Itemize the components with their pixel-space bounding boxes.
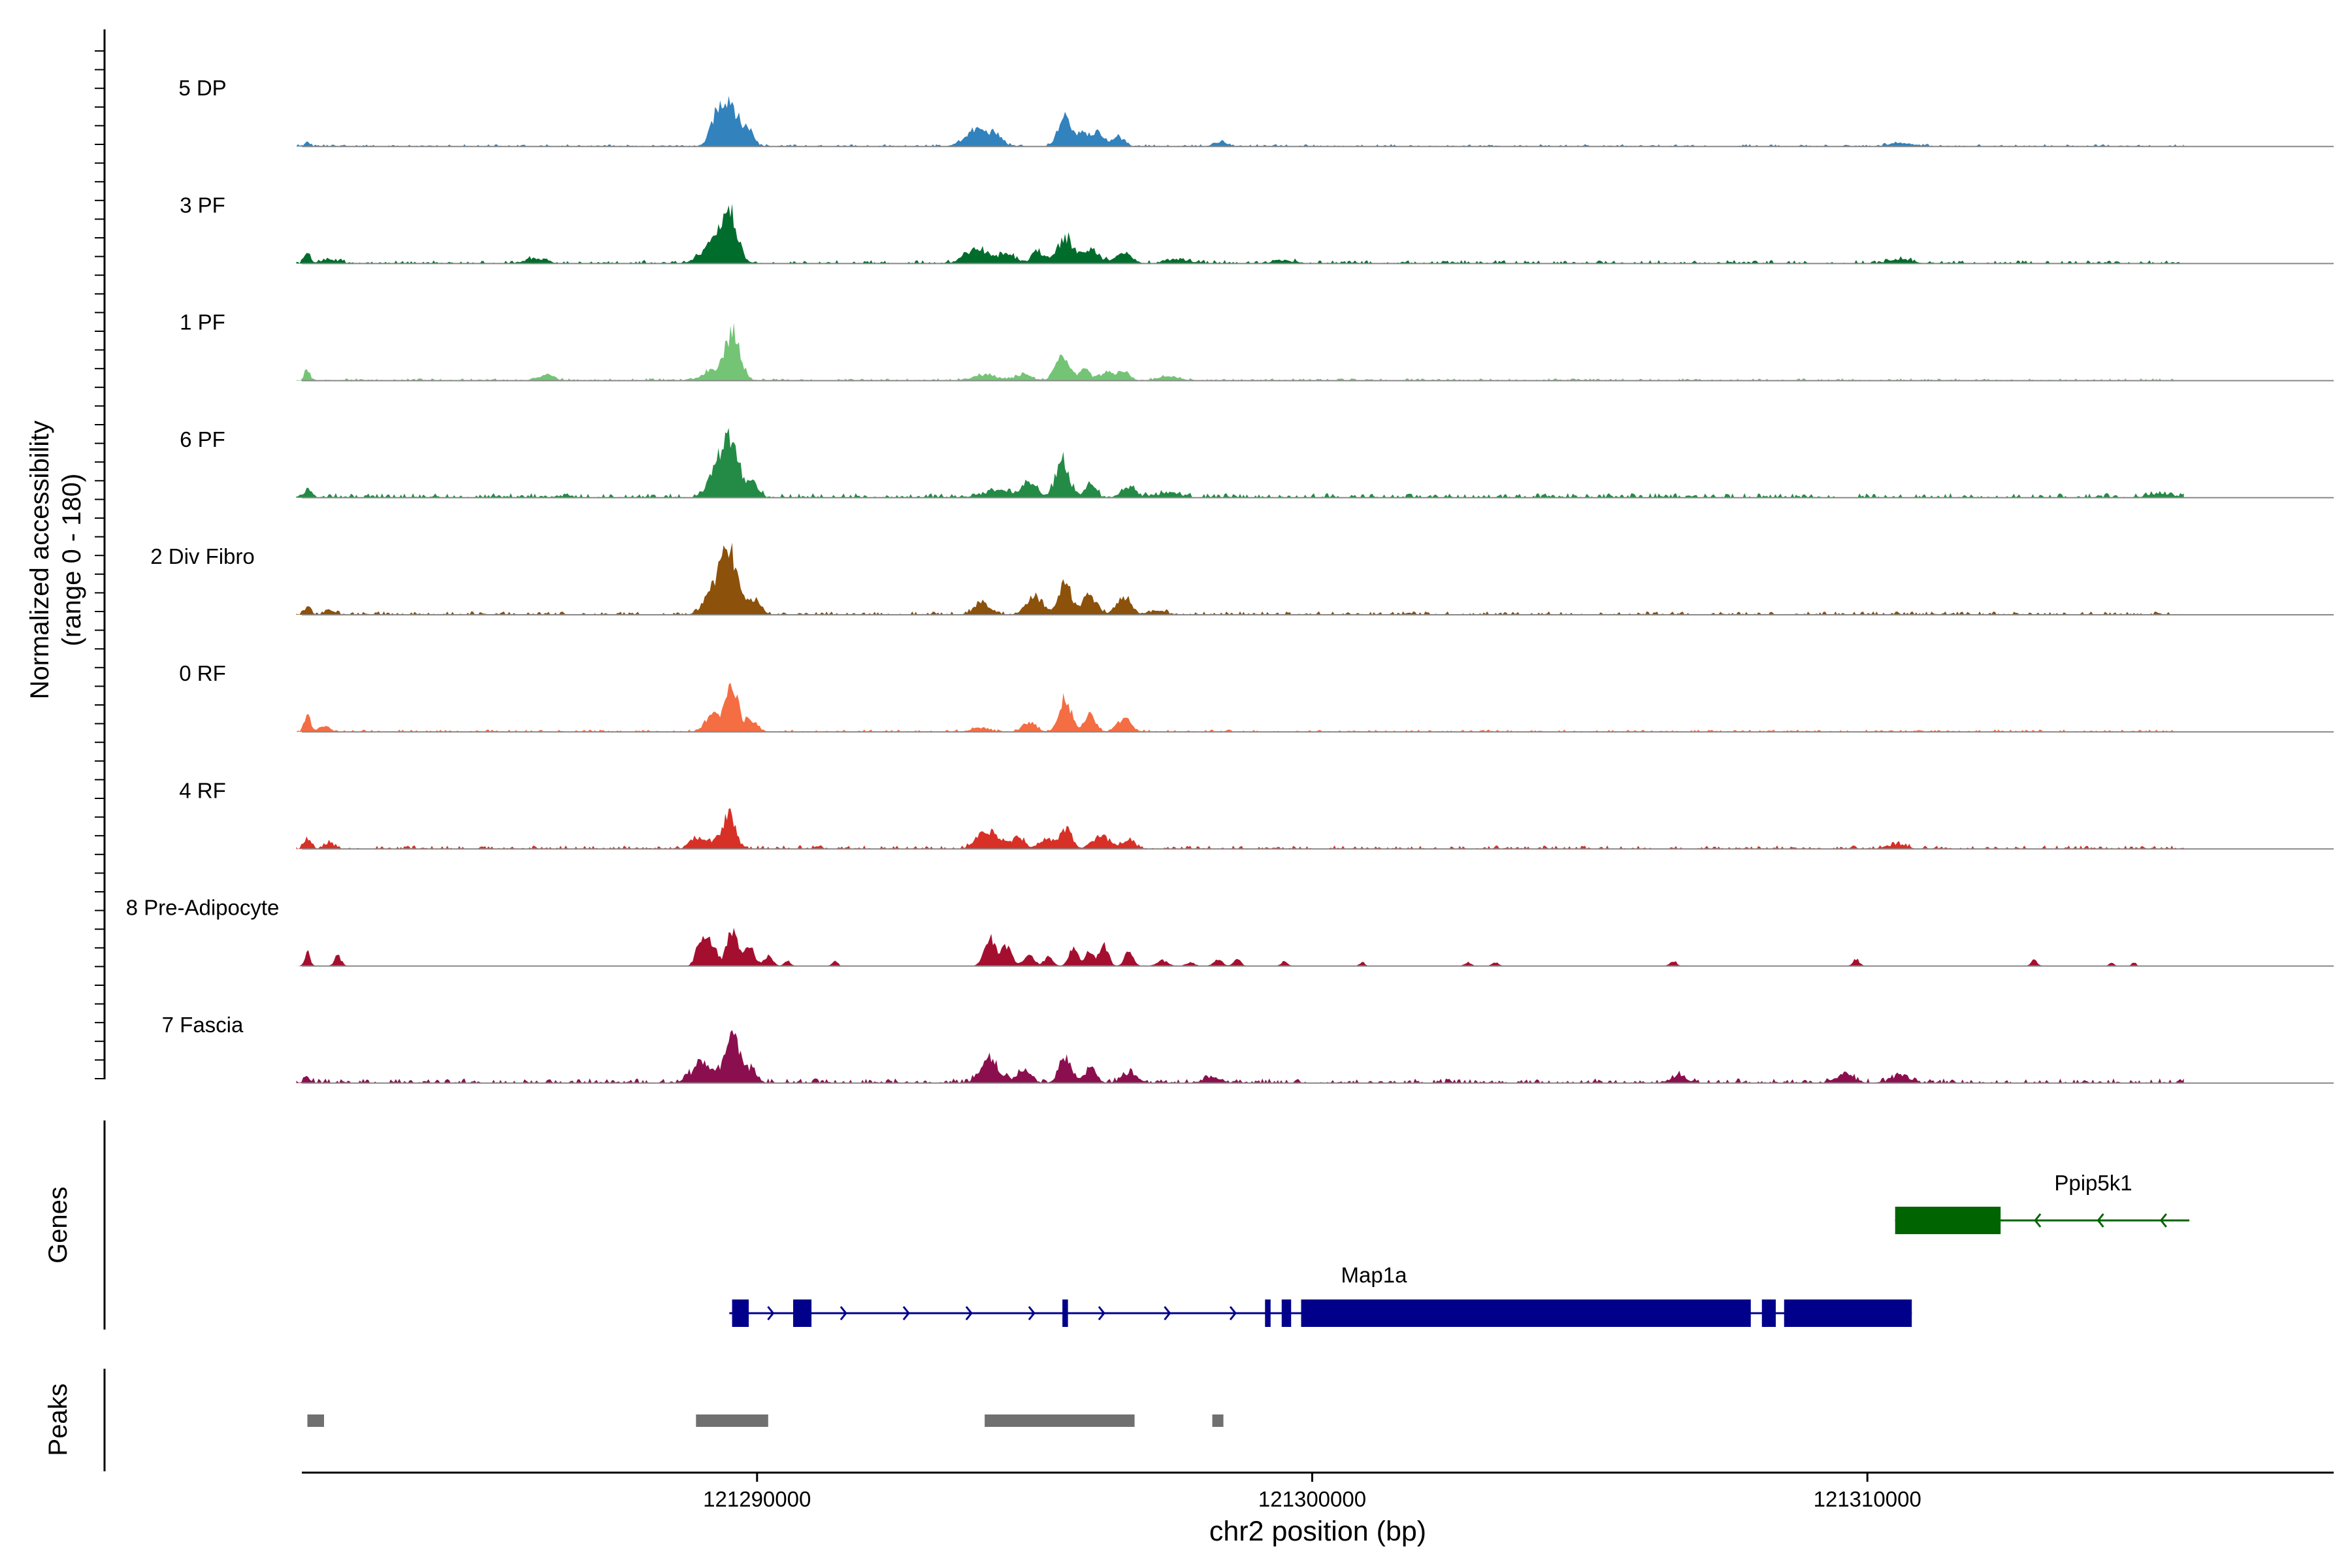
track-label: 8 Pre-Adipocyte: [126, 896, 280, 920]
peak-track: [307, 1414, 1224, 1427]
strand-arrow: [767, 1306, 775, 1320]
strand-arrow: [1164, 1306, 1171, 1320]
track-label: 6 PF: [180, 427, 225, 451]
gene-exon: [1062, 1299, 1068, 1327]
gene-label: Map1a: [1341, 1263, 1408, 1287]
strand-arrow: [2097, 1213, 2104, 1228]
gene-track: Map1a Ppip5k1: [729, 1171, 2190, 1327]
track-label: 7 Fascia: [162, 1013, 244, 1037]
coverage-track: 2 Div Fibro: [150, 542, 2334, 615]
coverage-area: [296, 323, 2184, 381]
gene-exon: [1281, 1299, 1292, 1327]
track-label: 5 DP: [178, 76, 226, 100]
strand-arrow: [2159, 1213, 2167, 1228]
gene-label: Ppip5k1: [2054, 1171, 2132, 1195]
track-label: 0 RF: [179, 661, 226, 685]
coverage-track: 1 PF: [180, 310, 2334, 382]
peak-region: [985, 1414, 1135, 1427]
peaks-track-label: Peaks: [44, 1383, 73, 1456]
x-tick-label: 121300000: [1258, 1487, 1366, 1511]
track-label: 3 PF: [180, 193, 225, 217]
x-axis-label: chr2 position (bp): [1209, 1516, 1426, 1547]
strand-arrow: [840, 1306, 847, 1320]
genes-track-label: Genes: [44, 1186, 73, 1264]
track-label: 1 PF: [180, 310, 225, 335]
x-tick-label: 121310000: [1814, 1487, 1921, 1511]
coverage-track: 8 Pre-Adipocyte: [126, 896, 2334, 967]
gene-model: Map1a: [729, 1263, 1912, 1327]
gene-model: Ppip5k1: [1895, 1171, 2190, 1234]
track-label: 2 Div Fibro: [150, 544, 255, 568]
gene-exon: [732, 1299, 749, 1327]
strand-arrow: [1098, 1306, 1105, 1320]
coverage-area: [296, 95, 2184, 147]
peak-region: [1212, 1414, 1224, 1427]
coverage-area: [296, 542, 2184, 615]
peak-region: [696, 1414, 768, 1427]
y-axis-label-line1: Normalized accessibility: [25, 421, 54, 700]
peak-region: [307, 1414, 324, 1427]
gene-exon: [1784, 1299, 1912, 1327]
coverage-track: 6 PF: [180, 427, 2334, 498]
gene-exon: [1265, 1299, 1271, 1327]
coverage-area: [296, 427, 2184, 498]
gene-exon: [1895, 1207, 2001, 1234]
x-axis-ticks: 121290000 121300000 121310000: [703, 1473, 1921, 1511]
coverage-y-axis-ticks: [95, 50, 105, 1079]
gene-exon: [1301, 1299, 1751, 1327]
coverage-track: 7 Fascia: [162, 1013, 2334, 1084]
gene-exon: [793, 1299, 812, 1327]
strand-arrow: [1229, 1306, 1237, 1320]
gene-exon: [1761, 1299, 1776, 1327]
strand-arrow: [902, 1306, 910, 1320]
y-axis-label-line2: (range 0 - 180): [57, 474, 86, 647]
coverage-area: [296, 808, 2184, 849]
coverage-track: 0 RF: [179, 661, 2334, 733]
coverage-area: [296, 928, 2184, 966]
coverage-area: [296, 682, 2184, 732]
strand-arrow: [1028, 1306, 1036, 1320]
coverage-area: [296, 1030, 2184, 1083]
strand-arrow: [965, 1306, 973, 1320]
x-tick-label: 121290000: [703, 1487, 811, 1511]
strand-arrow: [2034, 1213, 2042, 1228]
track-label: 4 RF: [179, 778, 226, 802]
coverage-tracks: 5 DP 3 PF 1 PF 6 PF 2 Div Fibro 0 RF 4 RF 8 Pre…: [126, 76, 2334, 1084]
coverage-track: 3 PF: [180, 193, 2334, 265]
coverage-track: 4 RF: [179, 778, 2334, 850]
coverage-area: [296, 203, 2184, 264]
coverage-track: 5 DP: [178, 76, 2334, 148]
